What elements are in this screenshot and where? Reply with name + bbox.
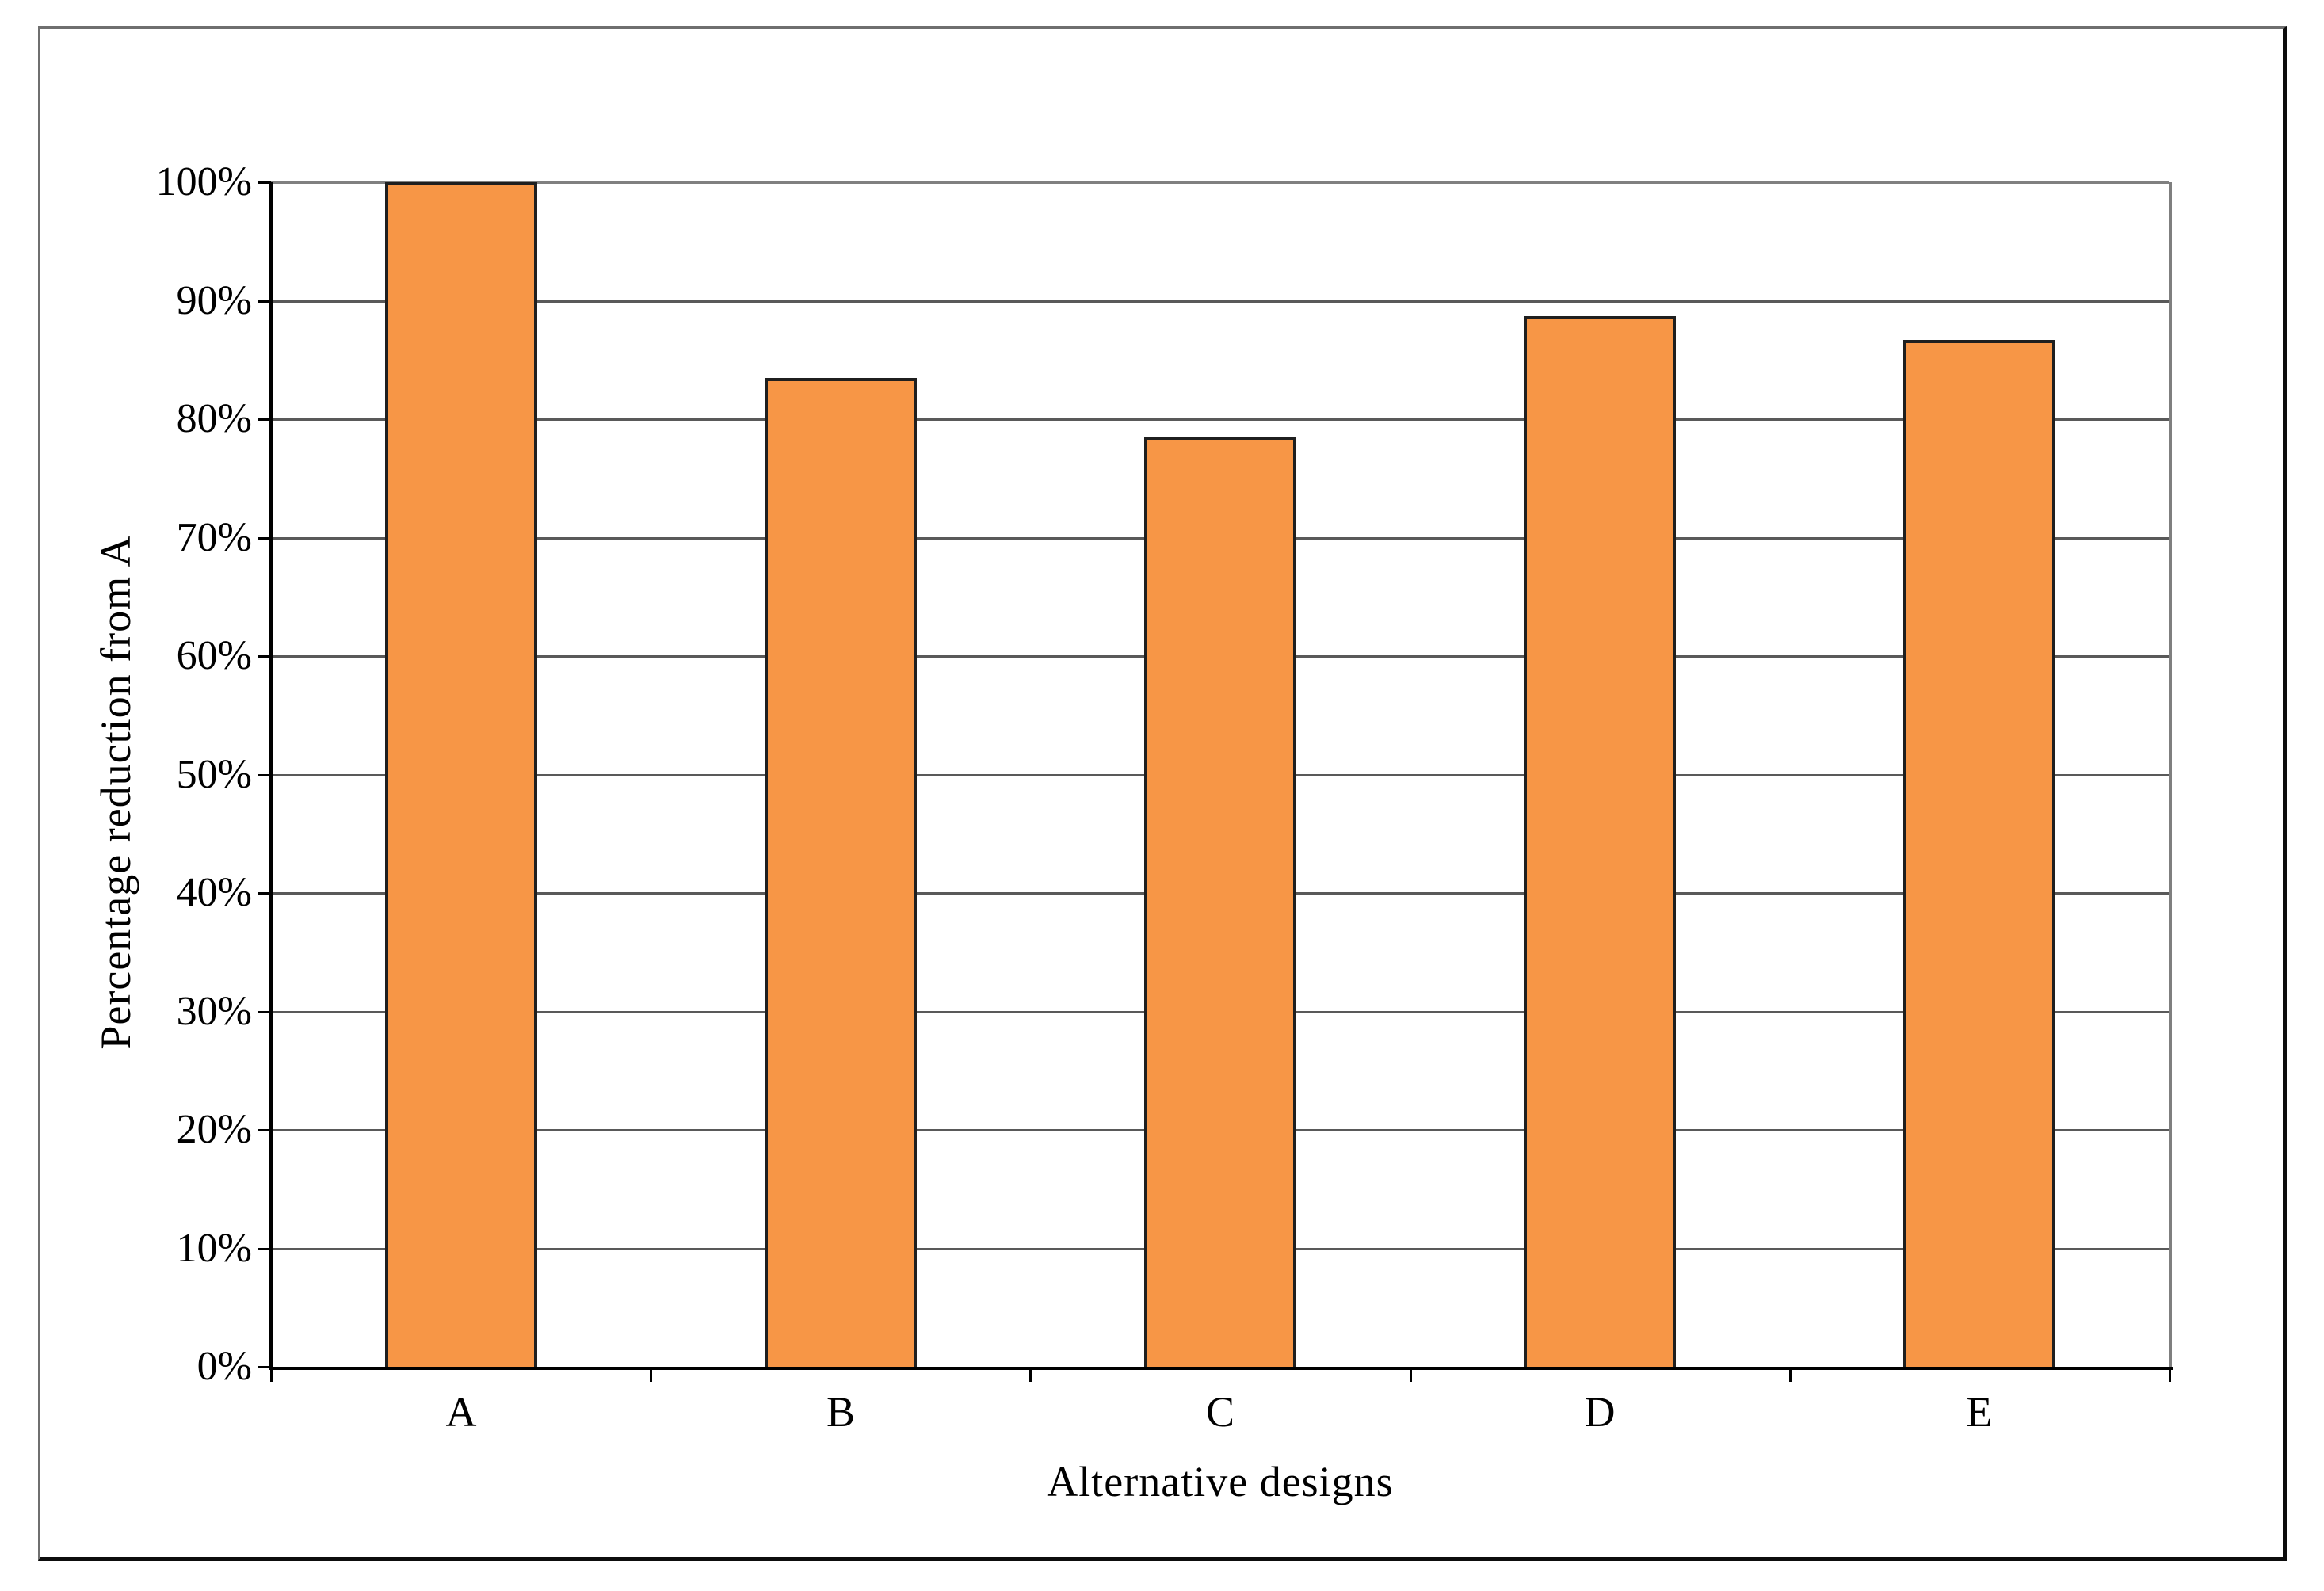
x-tick-0 (270, 1370, 273, 1382)
x-tick-3 (1410, 1370, 1412, 1382)
y-axis-line (269, 182, 273, 1370)
y-tick-70 (258, 536, 271, 540)
y-tick-label-10: 10% (176, 1225, 252, 1271)
y-tick-90 (258, 300, 271, 303)
plot-right-border (2169, 182, 2172, 1367)
bar-B (765, 378, 917, 1367)
y-tick-label-50: 50% (176, 751, 252, 797)
x-tick-2 (1029, 1370, 1032, 1382)
y-tick-10 (258, 1247, 271, 1250)
y-tick-80 (258, 418, 271, 421)
y-tick-0 (258, 1366, 271, 1368)
y-tick-label-60: 60% (176, 633, 252, 678)
y-tick-40 (258, 892, 271, 895)
y-tick-60 (258, 655, 271, 658)
y-tick-20 (258, 1129, 271, 1131)
gridline-100 (271, 181, 2169, 184)
bar-E (1903, 340, 2055, 1367)
gridline-90 (271, 300, 2169, 303)
x-tick-5 (2169, 1370, 2171, 1382)
x-tick-1 (650, 1370, 652, 1382)
y-tick-label-0: 0% (197, 1344, 252, 1389)
y-tick-label-100: 100% (155, 159, 252, 204)
category-label-A: A (445, 1388, 477, 1436)
plot-area (271, 181, 2169, 1367)
x-axis-line (269, 1367, 2173, 1370)
category-label-B: B (826, 1388, 856, 1436)
category-label-C: C (1205, 1388, 1235, 1436)
bar-A (385, 182, 537, 1367)
x-tick-4 (1789, 1370, 1792, 1382)
y-tick-label-40: 40% (176, 870, 252, 915)
y-tick-label-80: 80% (176, 396, 252, 441)
category-label-D: D (1584, 1388, 1616, 1436)
y-tick-label-30: 30% (176, 988, 252, 1034)
y-tick-100 (258, 181, 271, 184)
bar-C (1144, 437, 1296, 1367)
x-axis-title: Alternative designs (1047, 1458, 1394, 1505)
y-tick-label-20: 20% (176, 1107, 252, 1152)
category-label-E: E (1966, 1388, 1993, 1436)
y-tick-label-70: 70% (176, 514, 252, 560)
gridline-80 (271, 418, 2169, 421)
y-tick-30 (258, 1010, 271, 1013)
bar-D (1524, 316, 1676, 1367)
y-tick-50 (258, 773, 271, 776)
y-tick-label-90: 90% (176, 277, 252, 323)
